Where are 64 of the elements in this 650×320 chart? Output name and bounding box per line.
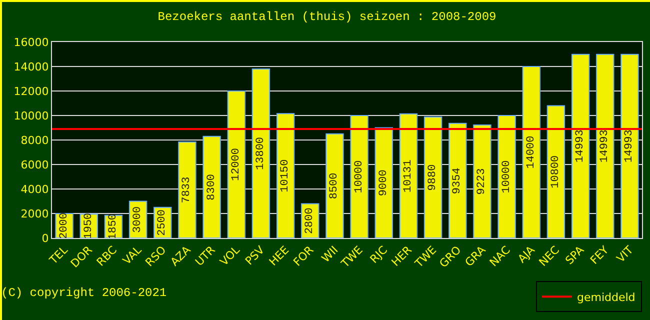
- data-label: 3000: [132, 206, 144, 233]
- bar: [178, 142, 196, 238]
- bar: [473, 124, 492, 238]
- bar: [596, 54, 614, 238]
- data-label: 1950: [82, 212, 95, 240]
- data-label: 14993: [574, 130, 587, 163]
- data-label: 9223: [476, 168, 488, 195]
- data-label: 8300: [206, 174, 218, 200]
- data-label: 10000: [353, 160, 366, 194]
- data-label: 9354: [452, 167, 464, 194]
- bar: [202, 136, 221, 238]
- data-label: 10800: [550, 155, 562, 188]
- y-tick-label: 12000: [14, 84, 49, 98]
- y-tick-label: 2000: [20, 207, 49, 220]
- x-tick-label: RJC: [368, 243, 390, 266]
- bar: [252, 68, 270, 238]
- data-label: 2000: [58, 212, 70, 239]
- y-tick-label: 8000: [20, 134, 49, 147]
- bar: [227, 90, 246, 238]
- bar: [571, 54, 590, 238]
- bar: [350, 115, 368, 238]
- bar: [546, 105, 566, 238]
- bar: [399, 113, 418, 238]
- x-tick-label: VIT: [614, 243, 636, 266]
- data-label: 14000: [525, 136, 538, 169]
- data-label: 2800: [304, 208, 316, 234]
- y-tick-label: 6000: [20, 158, 49, 172]
- data-label: 12000: [230, 148, 242, 182]
- data-label: 9880: [427, 164, 440, 191]
- y-tick-label: 0: [42, 232, 49, 245]
- chart-title: Bezoekers aantallen (thuis) seizoen : 2008-2009: [158, 10, 496, 24]
- data-label: 2500: [156, 209, 169, 236]
- data-label: 7833: [181, 176, 194, 204]
- bar: [374, 127, 393, 238]
- x-tick-label: WII: [319, 244, 341, 265]
- text: (C) copyright 2006-2021: [1, 286, 167, 300]
- data-label: 10131: [402, 159, 414, 193]
- data-label: 10000: [500, 160, 513, 194]
- x-tick-label: VAL: [120, 242, 145, 268]
- bar: [326, 133, 344, 238]
- x-tick-label: AJA: [515, 243, 538, 266]
- x-tick-label: TEL: [46, 242, 71, 268]
- bar: [448, 122, 467, 238]
- bar: [424, 116, 442, 238]
- x-tick-label: GRA: [462, 243, 489, 270]
- data-label: 9000: [378, 170, 390, 196]
- bar: [276, 113, 295, 238]
- legend-label: gemiddeld: [577, 290, 636, 304]
- x-tick-label: UTR: [192, 243, 218, 269]
- y-tick-label: 4000: [20, 182, 49, 196]
- y-tick-label: 10000: [14, 109, 49, 122]
- data-label: 14993: [599, 130, 612, 163]
- y-tick-label: 16000: [14, 36, 49, 49]
- x-tick-label: SPA: [562, 243, 587, 268]
- bar: [620, 54, 639, 238]
- data-label: 14993: [624, 130, 636, 163]
- bar: [522, 66, 540, 238]
- data-label: 10150: [280, 159, 292, 192]
- data-label: 8500: [328, 172, 341, 200]
- data-label: 13800: [254, 136, 267, 170]
- bar: [498, 115, 516, 238]
- x-tick-label: VOL: [218, 242, 243, 268]
- data-label: 1850: [107, 213, 120, 240]
- y-tick-label: 14000: [14, 60, 49, 74]
